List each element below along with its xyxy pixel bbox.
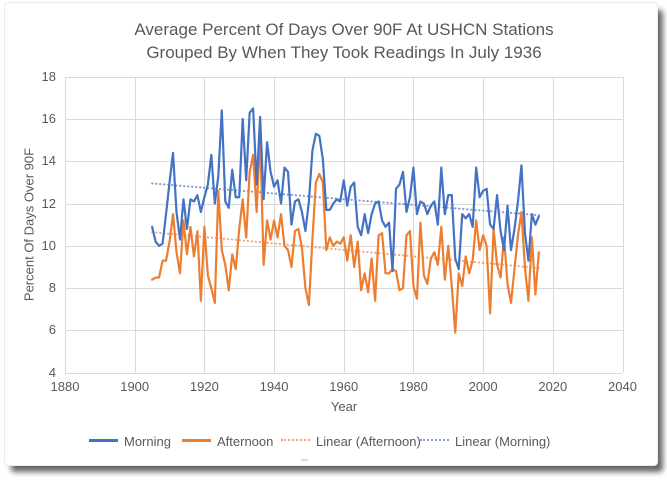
x-tick-label: 1900 xyxy=(120,379,150,394)
y-tick-label: 12 xyxy=(41,195,56,211)
legend-label: Afternoon xyxy=(217,434,274,450)
linear-afternoon-line-swatch xyxy=(281,439,310,442)
y-tick-label: 10 xyxy=(41,237,56,253)
y-tick-label: 16 xyxy=(41,110,56,126)
morning-line-swatch xyxy=(89,438,118,442)
legend-label: Morning xyxy=(124,434,171,450)
y-tick-label: 8 xyxy=(48,280,56,296)
plot-area xyxy=(5,3,657,465)
y-tick-label: 14 xyxy=(41,153,56,169)
x-tick-label: 1920 xyxy=(189,379,219,394)
y-tick-label: 18 xyxy=(41,68,56,84)
legend-item-linear-afternoon: Linear (Afternoon) xyxy=(281,433,421,451)
legend-label: Linear (Morning) xyxy=(455,434,551,450)
y-tick-label: 6 xyxy=(48,322,56,338)
chart-card: Average Percent Of Days Over 90F At USHC… xyxy=(4,2,658,466)
y-tick-label: 4 xyxy=(48,364,56,380)
legend-item-afternoon: Afternoon xyxy=(182,433,273,451)
x-tick-label: 1880 xyxy=(50,379,80,394)
legend-item-linear-morning: Linear (Morning) xyxy=(420,433,550,451)
linear-morning-line-swatch xyxy=(420,439,449,442)
x-tick-label: 1980 xyxy=(398,379,428,394)
x-tick-label: 1960 xyxy=(329,379,359,394)
x-axis-title: Year xyxy=(330,399,358,414)
x-tick-label: 2040 xyxy=(608,379,637,394)
x-tick-label: 1940 xyxy=(259,379,289,394)
legend-stray-dash: – xyxy=(301,452,308,466)
legend-item-morning: Morning xyxy=(89,433,171,451)
legend-label: Linear (Afternoon) xyxy=(316,434,421,450)
x-tick-label: 2020 xyxy=(538,379,568,394)
y-axis-title: Percent Of Days Over 90F xyxy=(21,147,37,302)
x-tick-label: 2000 xyxy=(468,379,498,394)
afternoon-line-swatch xyxy=(182,438,211,442)
